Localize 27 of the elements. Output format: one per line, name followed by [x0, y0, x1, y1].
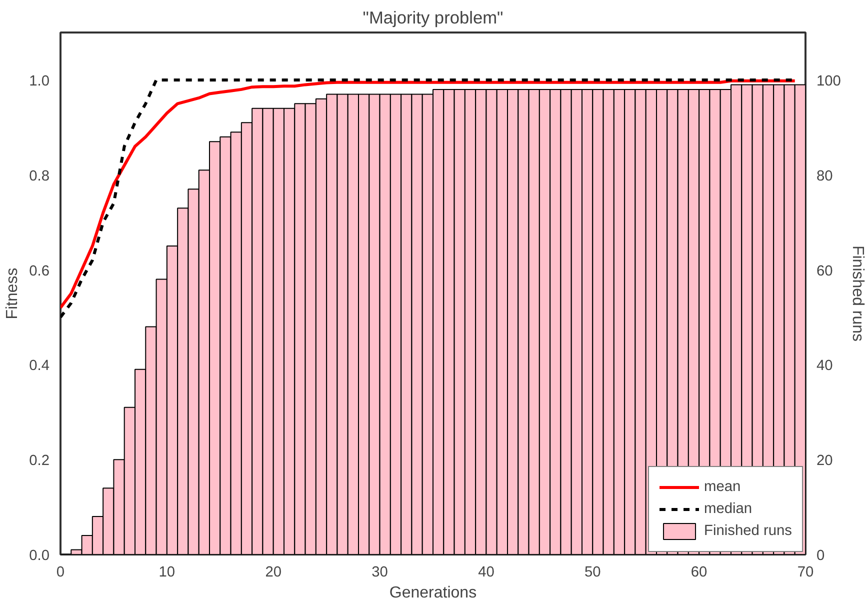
- legend-label: mean: [704, 479, 741, 495]
- x-tick-label: 20: [265, 564, 282, 580]
- y2-tick-label: 80: [816, 168, 833, 184]
- chart-title: "Majority problem": [362, 8, 504, 28]
- x-tick-label: 10: [158, 564, 176, 580]
- y-tick-label: 0.0: [29, 548, 50, 564]
- y2-tick-label: 100: [816, 73, 841, 90]
- x-tick-label: 0: [56, 564, 65, 580]
- y2-tick-label: 60: [816, 263, 833, 280]
- y-tick-label: 0.6: [29, 263, 50, 280]
- y2-tick-label: 20: [816, 453, 833, 470]
- legend-label: median: [704, 501, 752, 517]
- x-tick-label: 70: [797, 564, 814, 580]
- y-tick-label: 1.0: [29, 73, 50, 90]
- y-tick-label: 0.2: [29, 453, 50, 470]
- y-tick-label: 0.8: [29, 168, 50, 184]
- x-tick-label: 40: [478, 564, 494, 580]
- y-tick-label: 0.4: [29, 358, 50, 374]
- y2-axis-title: Finished runs: [848, 245, 866, 342]
- y2-tick-label: 0: [816, 548, 825, 564]
- y-axis-title: Fitness: [4, 268, 22, 320]
- y2-tick-label: 40: [816, 358, 833, 374]
- legend-label: Finished runs: [704, 523, 792, 539]
- x-axis-title: Generations: [389, 584, 477, 602]
- x-tick-label: 60: [690, 564, 708, 580]
- x-tick-label: 30: [372, 564, 388, 580]
- x-tick-label: 50: [584, 564, 601, 580]
